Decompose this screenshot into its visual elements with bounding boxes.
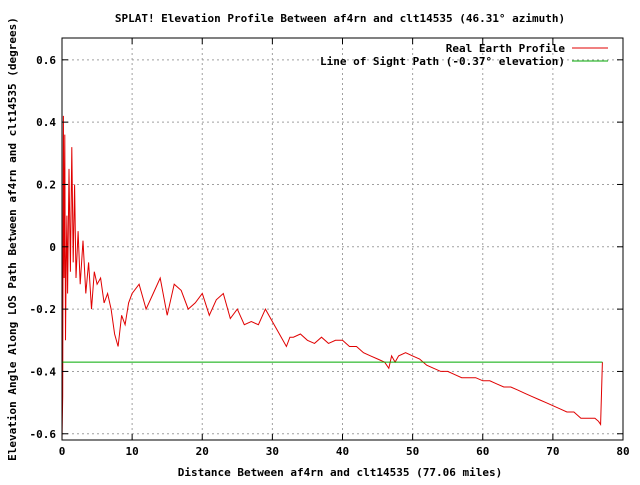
y-tick-label: 0.2 xyxy=(36,178,56,191)
y-tick-label: 0 xyxy=(49,241,56,254)
y-axis-label: Elevation Angle Along LOS Path Between a… xyxy=(6,17,19,461)
x-axis-label: Distance Between af4rn and clt14535 (77.… xyxy=(178,466,503,479)
chart-title: SPLAT! Elevation Profile Between af4rn a… xyxy=(115,12,565,25)
x-tick-label: 20 xyxy=(196,445,209,458)
x-tick-label: 50 xyxy=(406,445,419,458)
plot-area xyxy=(61,115,603,441)
y-tick-label: -0.4 xyxy=(30,365,57,378)
x-tick-label: 80 xyxy=(616,445,629,458)
legend-label-0: Real Earth Profile xyxy=(446,42,566,55)
x-tick-label: 40 xyxy=(336,445,349,458)
y-tick-label: 0.4 xyxy=(36,116,56,129)
legend-label-1: Line of Sight Path (-0.37° elevation) xyxy=(320,55,565,68)
x-tick-label: 60 xyxy=(476,445,489,458)
x-tick-label: 10 xyxy=(126,445,139,458)
grid xyxy=(62,38,623,440)
axis-ticks: 0 10 20 30 40 50 60 70 80 -0.6 -0.4 -0.2 0 0.2 0.4 0.6 xyxy=(30,38,630,458)
y-tick-label: -0.6 xyxy=(30,428,57,441)
y-tick-label: -0.2 xyxy=(30,303,57,316)
x-tick-label: 30 xyxy=(266,445,279,458)
x-tick-label: 70 xyxy=(546,445,559,458)
x-tick-label: 0 xyxy=(59,445,66,458)
y-tick-label: 0.6 xyxy=(36,54,56,67)
series-line-0 xyxy=(61,115,603,441)
